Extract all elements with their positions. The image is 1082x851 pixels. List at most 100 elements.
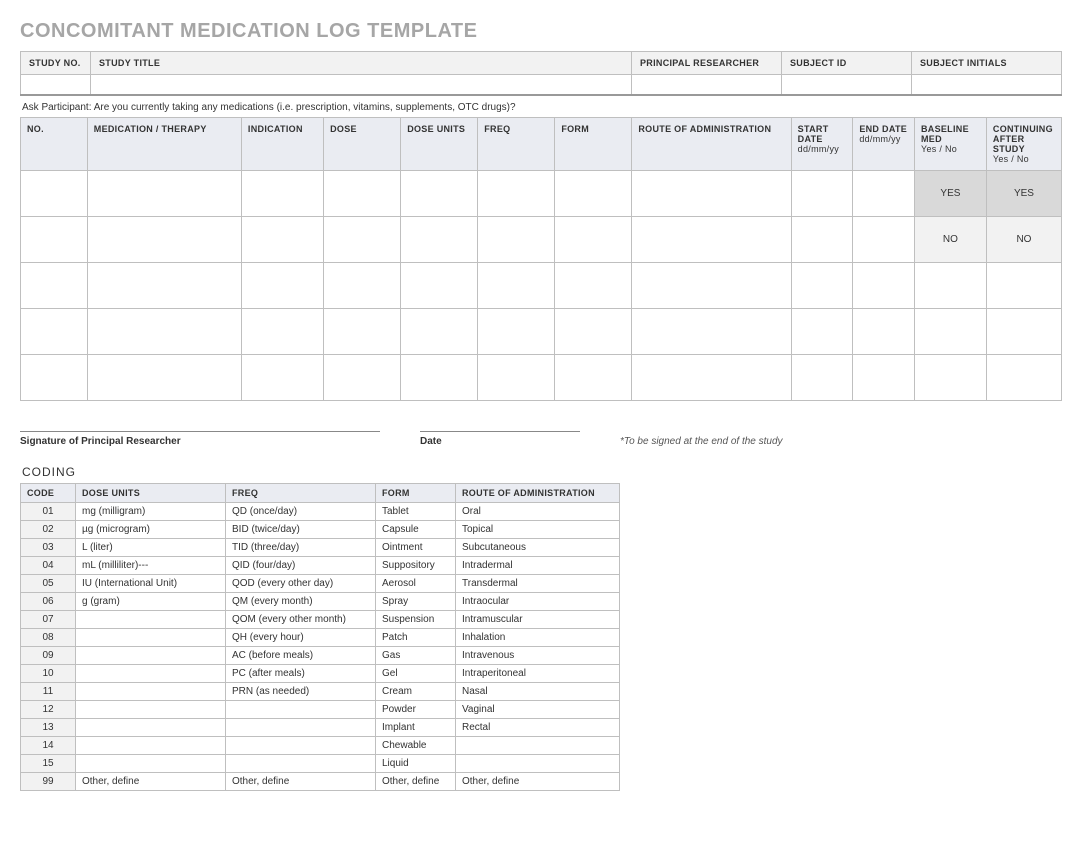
coding-cell: Patch (376, 628, 456, 646)
medlog-cell[interactable] (87, 354, 241, 400)
medlog-cell[interactable] (914, 308, 986, 354)
medlog-cell[interactable] (478, 170, 555, 216)
coding-row: 01mg (milligram)QD (once/day)TabletOral (21, 502, 620, 520)
coding-header: ROUTE OF ADMINISTRATION (456, 483, 620, 502)
coding-cell (226, 754, 376, 772)
medlog-cell[interactable]: NO (914, 216, 986, 262)
coding-cell (76, 664, 226, 682)
coding-row: 07QOM (every other month)SuspensionIntra… (21, 610, 620, 628)
medlog-cell[interactable] (21, 308, 88, 354)
medlog-cell[interactable] (241, 216, 323, 262)
coding-cell (76, 646, 226, 664)
medlog-cell[interactable] (21, 216, 88, 262)
medlog-cell[interactable] (791, 354, 853, 400)
coding-cell: 05 (21, 574, 76, 592)
medlog-cell[interactable] (791, 262, 853, 308)
coding-cell: Other, define (76, 772, 226, 790)
coding-cell: Intraperitoneal (456, 664, 620, 682)
medlog-cell[interactable] (791, 308, 853, 354)
medlog-cell[interactable] (401, 170, 478, 216)
medlog-cell[interactable] (555, 308, 632, 354)
coding-cell: Cream (376, 682, 456, 700)
coding-cell: Liquid (376, 754, 456, 772)
coding-cell: Suppository (376, 556, 456, 574)
medlog-cell[interactable] (632, 262, 791, 308)
medlog-cell[interactable] (632, 308, 791, 354)
coding-cell: 15 (21, 754, 76, 772)
medlog-cell[interactable] (914, 262, 986, 308)
medlog-cell[interactable] (986, 262, 1061, 308)
medlog-cell[interactable] (21, 354, 88, 400)
coding-cell: BID (twice/day) (226, 520, 376, 538)
medlog-cell[interactable]: NO (986, 216, 1061, 262)
coding-cell: Capsule (376, 520, 456, 538)
study-cell[interactable] (632, 75, 782, 95)
medlog-cell[interactable] (632, 216, 791, 262)
study-cell[interactable] (21, 75, 91, 95)
coding-cell: 09 (21, 646, 76, 664)
medlog-cell[interactable] (324, 354, 401, 400)
medlog-cell[interactable] (87, 262, 241, 308)
coding-cell: 11 (21, 682, 76, 700)
medlog-cell[interactable] (555, 216, 632, 262)
medlog-cell[interactable] (555, 262, 632, 308)
medlog-cell[interactable] (241, 308, 323, 354)
medlog-cell[interactable] (87, 170, 241, 216)
medlog-cell[interactable] (241, 354, 323, 400)
medlog-cell[interactable] (324, 170, 401, 216)
medlog-cell[interactable] (632, 170, 791, 216)
study-cell[interactable] (91, 75, 632, 95)
medlog-cell[interactable] (555, 170, 632, 216)
study-cell[interactable] (782, 75, 912, 95)
medlog-cell[interactable] (324, 216, 401, 262)
medlog-cell[interactable] (478, 262, 555, 308)
medlog-cell[interactable] (401, 308, 478, 354)
coding-cell: 08 (21, 628, 76, 646)
medlog-cell[interactable] (241, 170, 323, 216)
medlog-cell[interactable] (853, 170, 915, 216)
coding-header: FORM (376, 483, 456, 502)
medlog-cell[interactable] (853, 216, 915, 262)
medlog-cell[interactable] (853, 308, 915, 354)
medlog-cell[interactable] (853, 262, 915, 308)
medlog-cell[interactable] (21, 170, 88, 216)
medlog-cell[interactable] (478, 354, 555, 400)
coding-cell: IU (International Unit) (76, 574, 226, 592)
medlog-cell[interactable] (87, 308, 241, 354)
medlog-cell[interactable] (853, 354, 915, 400)
medlog-cell[interactable] (401, 354, 478, 400)
coding-cell: Rectal (456, 718, 620, 736)
medlog-cell[interactable] (241, 262, 323, 308)
medlog-cell[interactable] (791, 216, 853, 262)
medlog-cell[interactable] (478, 308, 555, 354)
medlog-cell[interactable] (914, 354, 986, 400)
study-cell[interactable] (912, 75, 1062, 95)
medlog-cell[interactable] (87, 216, 241, 262)
medlog-cell[interactable] (632, 354, 791, 400)
medlog-header: ROUTE OF ADMINISTRATION (632, 117, 791, 170)
coding-header: DOSE UNITS (76, 483, 226, 502)
medlog-cell[interactable] (324, 262, 401, 308)
medlog-cell[interactable] (986, 308, 1061, 354)
medlog-cell[interactable] (401, 216, 478, 262)
medlog-cell[interactable] (986, 354, 1061, 400)
coding-row: 10PC (after meals)GelIntraperitoneal (21, 664, 620, 682)
medlog-cell[interactable] (401, 262, 478, 308)
coding-row: 14Chewable (21, 736, 620, 754)
coding-cell: 99 (21, 772, 76, 790)
coding-cell: 01 (21, 502, 76, 520)
medlog-cell[interactable] (478, 216, 555, 262)
coding-cell (456, 736, 620, 754)
medlog-cell[interactable] (555, 354, 632, 400)
coding-row: 15 Liquid (21, 754, 620, 772)
study-header: PRINCIPAL RESEARCHER (632, 52, 782, 75)
study-header: SUBJECT ID (782, 52, 912, 75)
coding-cell: QH (every hour) (226, 628, 376, 646)
medlog-cell[interactable]: YES (986, 170, 1061, 216)
coding-cell: QOD (every other day) (226, 574, 376, 592)
medlog-cell[interactable] (791, 170, 853, 216)
coding-cell (76, 718, 226, 736)
medlog-cell[interactable] (21, 262, 88, 308)
medlog-cell[interactable]: YES (914, 170, 986, 216)
medlog-cell[interactable] (324, 308, 401, 354)
